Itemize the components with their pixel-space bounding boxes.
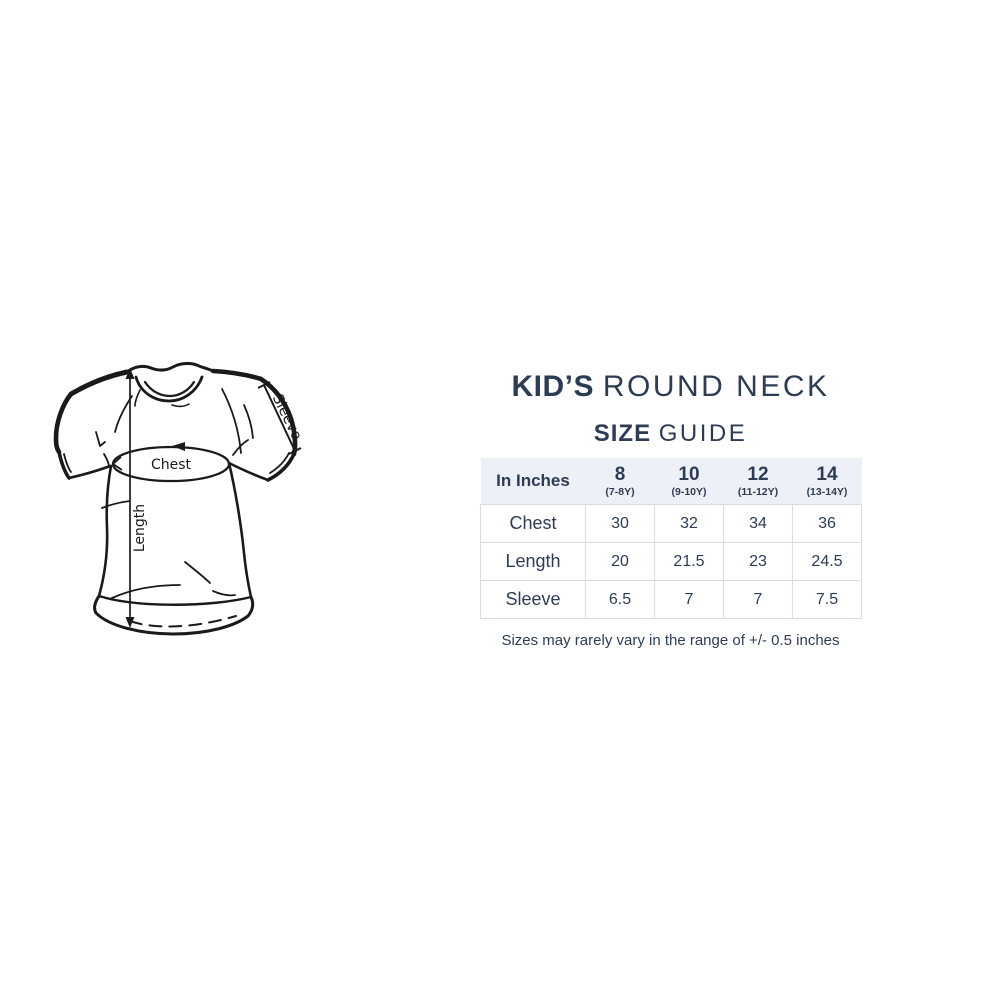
title-light-part: ROUND NECK <box>602 370 830 403</box>
subtitle-light-part: GUIDE <box>658 420 748 447</box>
page-subtitle: SIZE GUIDE <box>480 421 861 447</box>
row-label: Chest <box>480 504 586 543</box>
age-range: (7-8Y) <box>605 485 635 498</box>
unit-header-cell: In Inches <box>480 458 586 505</box>
size-table: In Inches 8 (7-8Y) 10 (9-10Y) 12 (11-12Y… <box>480 458 862 619</box>
age-range: (9-10Y) <box>671 485 707 498</box>
measurement-cell: 7 <box>654 580 724 619</box>
length-arrow-up-icon <box>125 368 135 379</box>
chest-label: Chest <box>151 457 192 473</box>
size-guide-panel: KID’S ROUND NECK SIZE GUIDE In Inches 8 … <box>480 371 862 649</box>
chest-arrow-icon <box>172 442 185 451</box>
footnote: Sizes may rarely vary in the range of +/… <box>501 632 840 649</box>
length-label: Length <box>132 504 148 552</box>
length-measure-indicator: Length <box>125 368 148 628</box>
measurement-cell: 34 <box>723 504 793 543</box>
measurement-cell: 30 <box>585 504 655 543</box>
measurement-cell: 7.5 <box>792 580 862 619</box>
size-value: 12 <box>747 463 769 485</box>
table-row-chest: Chest 30 32 34 36 <box>480 504 862 543</box>
table-row-length: Length 20 21.5 23 24.5 <box>480 542 862 581</box>
age-range: (11-12Y) <box>737 485 779 498</box>
row-label: Sleeve <box>480 580 586 619</box>
measurement-cell: 7 <box>723 580 793 619</box>
subtitle-bold-part: SIZE <box>593 420 652 447</box>
size-value: 10 <box>678 463 700 485</box>
tshirt-measurement-diagram: Chest Length Sleeve <box>52 358 302 648</box>
measurement-cell: 6.5 <box>585 580 655 619</box>
tshirt-sketch-svg: Chest Length Sleeve <box>53 362 302 636</box>
measurement-cell: 32 <box>654 504 724 543</box>
age-range: (13-14Y) <box>806 485 848 498</box>
length-arrow-down-icon <box>125 617 135 628</box>
title-bold-part: KID’S <box>511 370 594 403</box>
size-column-header: 14 (13-14Y) <box>792 458 862 505</box>
sleeve-label: Sleeve <box>269 392 302 443</box>
measurement-cell: 21.5 <box>654 542 724 581</box>
tshirt-outline-icon <box>53 362 298 636</box>
size-table-header-row: In Inches 8 (7-8Y) 10 (9-10Y) 12 (11-12Y… <box>480 458 862 505</box>
size-column-header: 10 (9-10Y) <box>654 458 724 505</box>
row-label: Length <box>480 542 586 581</box>
measurement-cell: 23 <box>723 542 793 581</box>
size-column-header: 12 (11-12Y) <box>723 458 793 505</box>
page-title: KID’S ROUND NECK <box>480 371 861 403</box>
measurement-cell: 36 <box>792 504 862 543</box>
chest-measure-indicator: Chest <box>111 442 231 483</box>
size-value: 8 <box>614 463 626 485</box>
measurement-cell: 24.5 <box>792 542 862 581</box>
table-row-sleeve: Sleeve 6.5 7 7 7.5 <box>480 580 862 619</box>
measurement-cell: 20 <box>585 542 655 581</box>
size-value: 14 <box>816 463 838 485</box>
size-column-header: 8 (7-8Y) <box>585 458 655 505</box>
